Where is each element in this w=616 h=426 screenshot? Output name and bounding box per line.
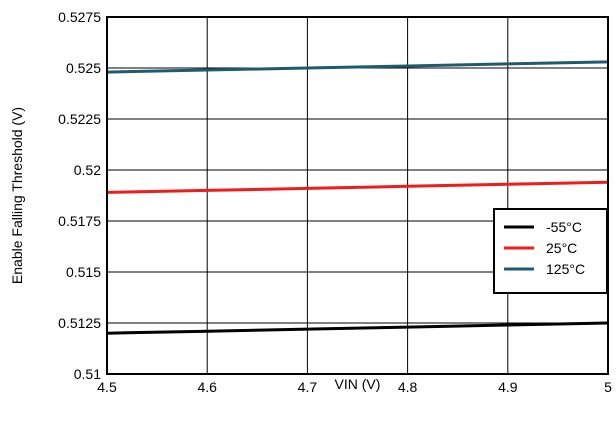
legend-label: -55°C (546, 219, 582, 235)
series-line-0 (106, 321, 609, 335)
y-axis-title: Enable Falling Threshold (V) (9, 107, 25, 284)
x-tick-label: 4.7 (298, 379, 318, 395)
legend-box (493, 208, 608, 294)
series-line-1 (106, 180, 609, 194)
legend: -55°C 25°C 125°C (493, 208, 608, 294)
y-tick-label: 0.5175 (58, 213, 101, 229)
x-axis-title: VIN (V) (335, 376, 381, 392)
x-tick-label: 4.6 (197, 379, 217, 395)
series-line-2 (106, 60, 609, 74)
legend-label: 125°C (546, 261, 585, 277)
y-tick-label: 0.51 (74, 366, 101, 382)
legend-label: 25°C (546, 240, 577, 256)
y-tick-label: 0.525 (66, 60, 101, 76)
y-tick-label: 0.5125 (58, 315, 101, 331)
x-tick-label: 4.9 (498, 379, 518, 395)
x-tick-label: 4.8 (398, 379, 418, 395)
y-tick-label: 0.5275 (58, 9, 101, 25)
x-tick-label: 4.5 (97, 379, 117, 395)
y-tick-label: 0.52 (74, 162, 101, 178)
y-tick-label: 0.515 (66, 264, 101, 280)
tick-labels: 4.5 4.6 4.7 4.8 4.9 5 0.51 0.5125 0.515 0.5175 0.5… (58, 9, 612, 395)
series-lines (106, 60, 609, 335)
plot-frame (106, 16, 609, 375)
x-tick-label: 5 (604, 379, 612, 395)
y-tick-label: 0.5225 (58, 111, 101, 127)
